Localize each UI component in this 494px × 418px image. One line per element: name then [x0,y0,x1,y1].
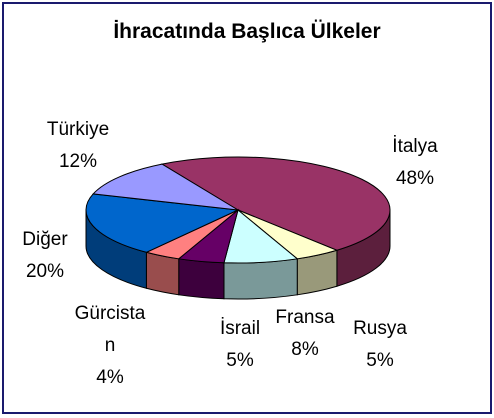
slice [85,193,240,253]
slice [92,163,239,211]
value-label: 20% [25,261,65,282]
value-label: 5% [226,350,254,371]
category-label: İsrail [219,318,261,339]
category-label: Fransa [275,307,335,328]
category-label: Diğer [22,229,68,250]
slice-label: Diğer 20% [22,224,67,288]
value-label: 4% [96,367,124,388]
slice-label: İsrail 5% [220,313,260,377]
slice-label: Fransa 8% [275,302,334,366]
value-label: 12% [58,151,98,172]
slice-label: Rusya 5% [353,313,407,377]
slice-label: Türkiye 12% [47,114,109,178]
slice-label: İtalya 48% [392,131,437,195]
category-label: İtalya [392,136,438,157]
category-label: Gürcistan [74,303,146,356]
value-label: 8% [291,339,319,360]
slice-side [178,258,225,300]
category-label: Türkiye [46,119,110,140]
chart-title: İhracatında Başlıca Ülkeler [113,20,381,43]
value-label: 5% [366,350,394,371]
slice-label: Gürcistan 4% [74,298,146,394]
slice-side [145,251,180,296]
slice-side [223,258,298,300]
value-label: 48% [395,168,435,189]
slice [160,156,391,251]
category-label: Rusya [353,318,407,339]
